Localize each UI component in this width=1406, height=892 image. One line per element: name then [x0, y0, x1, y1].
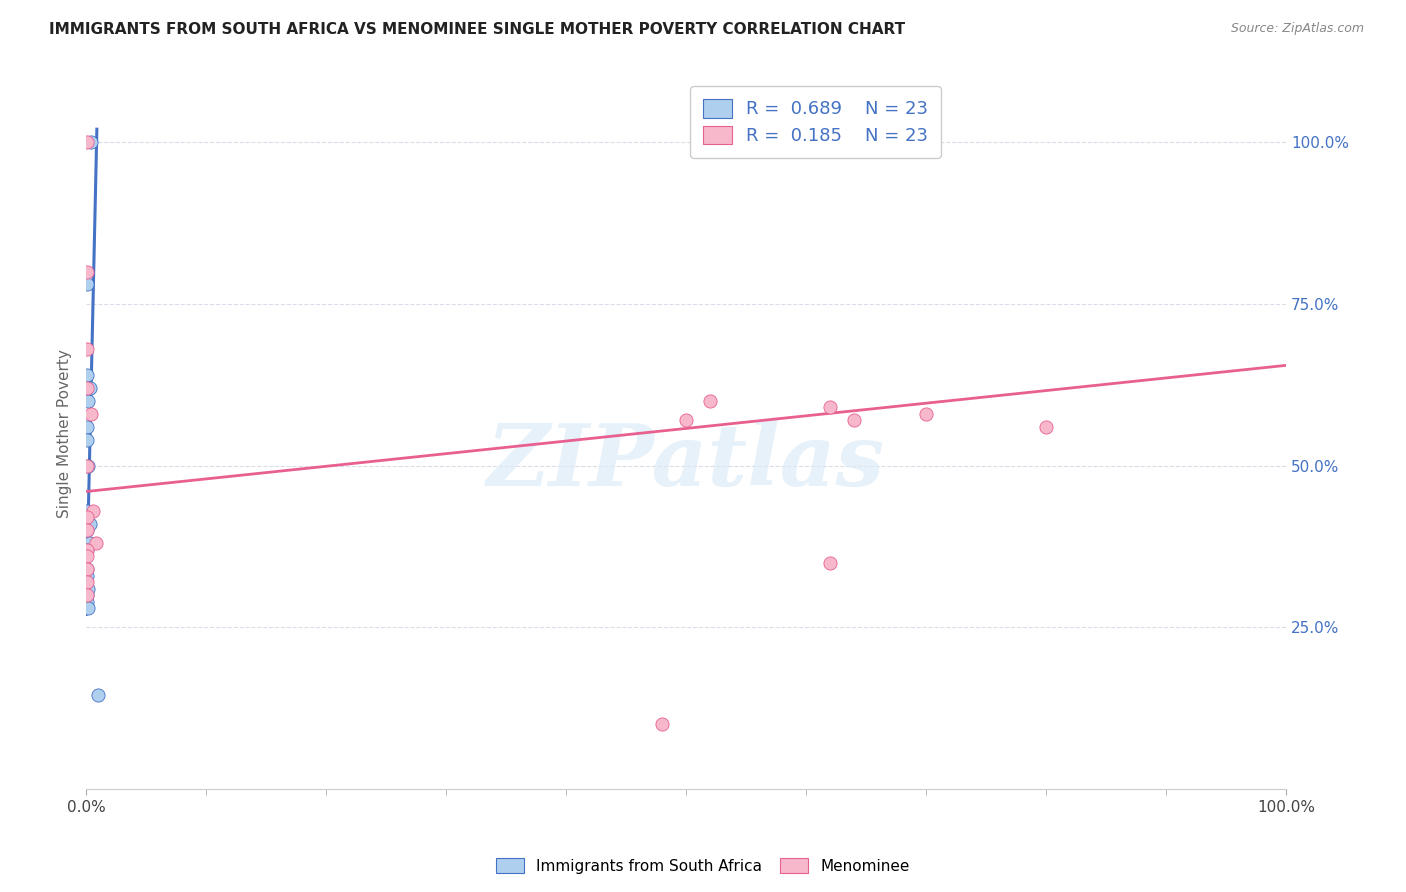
Point: [76, 536, 98, 550]
Point: [699, 393, 721, 408]
Legend: Immigrants from South Africa, Menominee: Immigrants from South Africa, Menominee: [491, 852, 915, 880]
Point: [76, 458, 98, 473]
Point: [76, 433, 98, 447]
Point: [915, 407, 938, 421]
Point: [76, 562, 98, 576]
Point: [76, 568, 98, 582]
Point: [76, 562, 98, 576]
Point: [76, 277, 98, 292]
Point: [76, 342, 98, 356]
Point: [87, 689, 110, 703]
Point: [818, 556, 841, 570]
Point: [76, 588, 98, 602]
Point: [76, 542, 98, 557]
Point: [76, 419, 98, 434]
Point: [79, 516, 101, 531]
Point: [76, 542, 98, 557]
Text: IMMIGRANTS FROM SOUTH AFRICA VS MENOMINEE SINGLE MOTHER POVERTY CORRELATION CHAR: IMMIGRANTS FROM SOUTH AFRICA VS MENOMINE…: [49, 22, 905, 37]
Point: [818, 401, 841, 415]
Point: [76, 135, 98, 149]
Point: [675, 413, 697, 427]
Text: Source: ZipAtlas.com: Source: ZipAtlas.com: [1230, 22, 1364, 36]
Text: ZIPatlas: ZIPatlas: [486, 420, 884, 503]
Point: [77, 601, 100, 615]
Point: [1035, 419, 1057, 434]
Point: [76, 504, 98, 518]
Y-axis label: Single Mother Poverty: Single Mother Poverty: [58, 349, 72, 517]
Point: [76, 368, 98, 382]
Point: [842, 413, 865, 427]
Point: [76, 594, 98, 608]
Point: [76, 381, 98, 395]
Point: [79, 536, 101, 550]
Point: [80, 135, 103, 149]
Point: [76, 510, 98, 524]
Point: [76, 575, 98, 590]
Point: [76, 264, 98, 278]
Point: [82, 504, 104, 518]
Point: [80, 407, 103, 421]
Point: [76, 524, 98, 538]
Point: [651, 717, 673, 731]
Point: [77, 393, 100, 408]
Point: [76, 549, 98, 564]
Point: [77, 458, 100, 473]
Point: [77, 582, 100, 596]
Point: [76, 381, 98, 395]
Point: [76, 524, 98, 538]
Point: [79, 381, 101, 395]
Legend: R =  0.689    N = 23, R =  0.185    N = 23: R = 0.689 N = 23, R = 0.185 N = 23: [690, 87, 941, 158]
Point: [84, 536, 107, 550]
Point: [76, 588, 98, 602]
Point: [77, 381, 100, 395]
